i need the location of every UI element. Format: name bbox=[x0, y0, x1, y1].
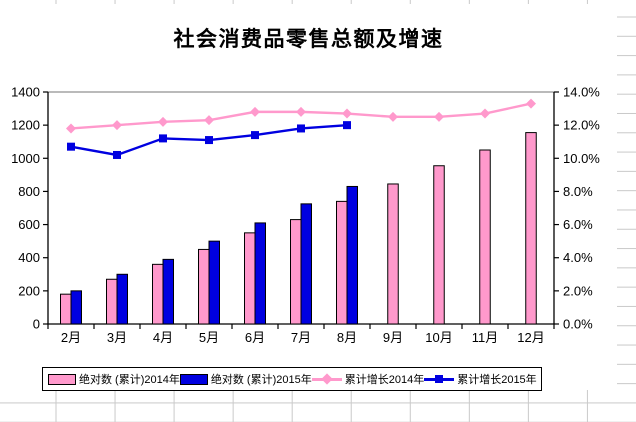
svg-text:600: 600 bbox=[18, 217, 40, 232]
svg-text:7月: 7月 bbox=[291, 330, 311, 345]
legend-item-growth-2015[interactable]: 累计增长2015年 bbox=[424, 371, 537, 387]
blue-bar-swatch-icon bbox=[179, 373, 208, 385]
svg-text:12.0%: 12.0% bbox=[563, 118, 600, 133]
svg-text:4月: 4月 bbox=[153, 330, 173, 345]
svg-text:800: 800 bbox=[18, 184, 40, 199]
svg-text:2.0%: 2.0% bbox=[563, 283, 593, 298]
svg-text:200: 200 bbox=[18, 283, 40, 298]
legend-item-abs-2015[interactable]: 绝对数 (累计)2015年 bbox=[179, 371, 312, 387]
legend-label: 绝对数 (累计)2014年 bbox=[79, 374, 180, 386]
svg-text:1000: 1000 bbox=[11, 151, 40, 166]
svg-text:8月: 8月 bbox=[337, 330, 357, 345]
svg-text:6.0%: 6.0% bbox=[563, 217, 593, 232]
svg-text:9月: 9月 bbox=[383, 330, 403, 345]
svg-text:6月: 6月 bbox=[245, 330, 265, 345]
legend-label: 累计增长2014年 bbox=[344, 374, 425, 386]
svg-text:0: 0 bbox=[33, 317, 40, 332]
legend-item-abs-2014[interactable]: 绝对数 (累计)2014年 bbox=[48, 371, 180, 387]
svg-text:10.0%: 10.0% bbox=[563, 151, 600, 166]
svg-text:14.0%: 14.0% bbox=[563, 85, 600, 100]
chart-legend: 绝对数 (累计)2014年 绝对数 (累计)2015年 累计增长2014年 累计… bbox=[42, 367, 542, 391]
pink-bar-swatch-icon bbox=[48, 373, 76, 385]
svg-text:1400: 1400 bbox=[11, 85, 40, 100]
svg-text:3月: 3月 bbox=[107, 330, 127, 345]
svg-text:0.0%: 0.0% bbox=[563, 317, 593, 332]
svg-text:10月: 10月 bbox=[425, 330, 452, 345]
svg-text:4.0%: 4.0% bbox=[563, 250, 593, 265]
svg-text:400: 400 bbox=[18, 250, 40, 265]
legend-label: 绝对数 (累计)2015年 bbox=[210, 374, 312, 386]
chart-canvas[interactable]: 0 200 400 600 800 1000 1200 1400 0.0% 2.0% 4.0% 6.0… bbox=[0, 4, 617, 391]
svg-text:5月: 5月 bbox=[199, 330, 219, 345]
blue-square-line-swatch-icon bbox=[424, 373, 455, 385]
svg-text:12月: 12月 bbox=[517, 330, 544, 345]
svg-text:1200: 1200 bbox=[11, 118, 40, 133]
svg-text:11月: 11月 bbox=[472, 330, 499, 345]
pink-diamond-line-swatch-icon bbox=[311, 373, 342, 385]
svg-text:8.0%: 8.0% bbox=[563, 184, 593, 199]
chart-plot-area: 0 200 400 600 800 1000 1200 1400 0.0% 2.0% 4.0% 6.0… bbox=[11, 85, 600, 346]
legend-label: 累计增长2015年 bbox=[457, 374, 537, 386]
svg-text:2月: 2月 bbox=[61, 330, 81, 345]
chart-title: 社会消费品零售总额及增速 bbox=[173, 27, 444, 51]
legend-item-growth-2014[interactable]: 累计增长2014年 bbox=[311, 371, 425, 387]
